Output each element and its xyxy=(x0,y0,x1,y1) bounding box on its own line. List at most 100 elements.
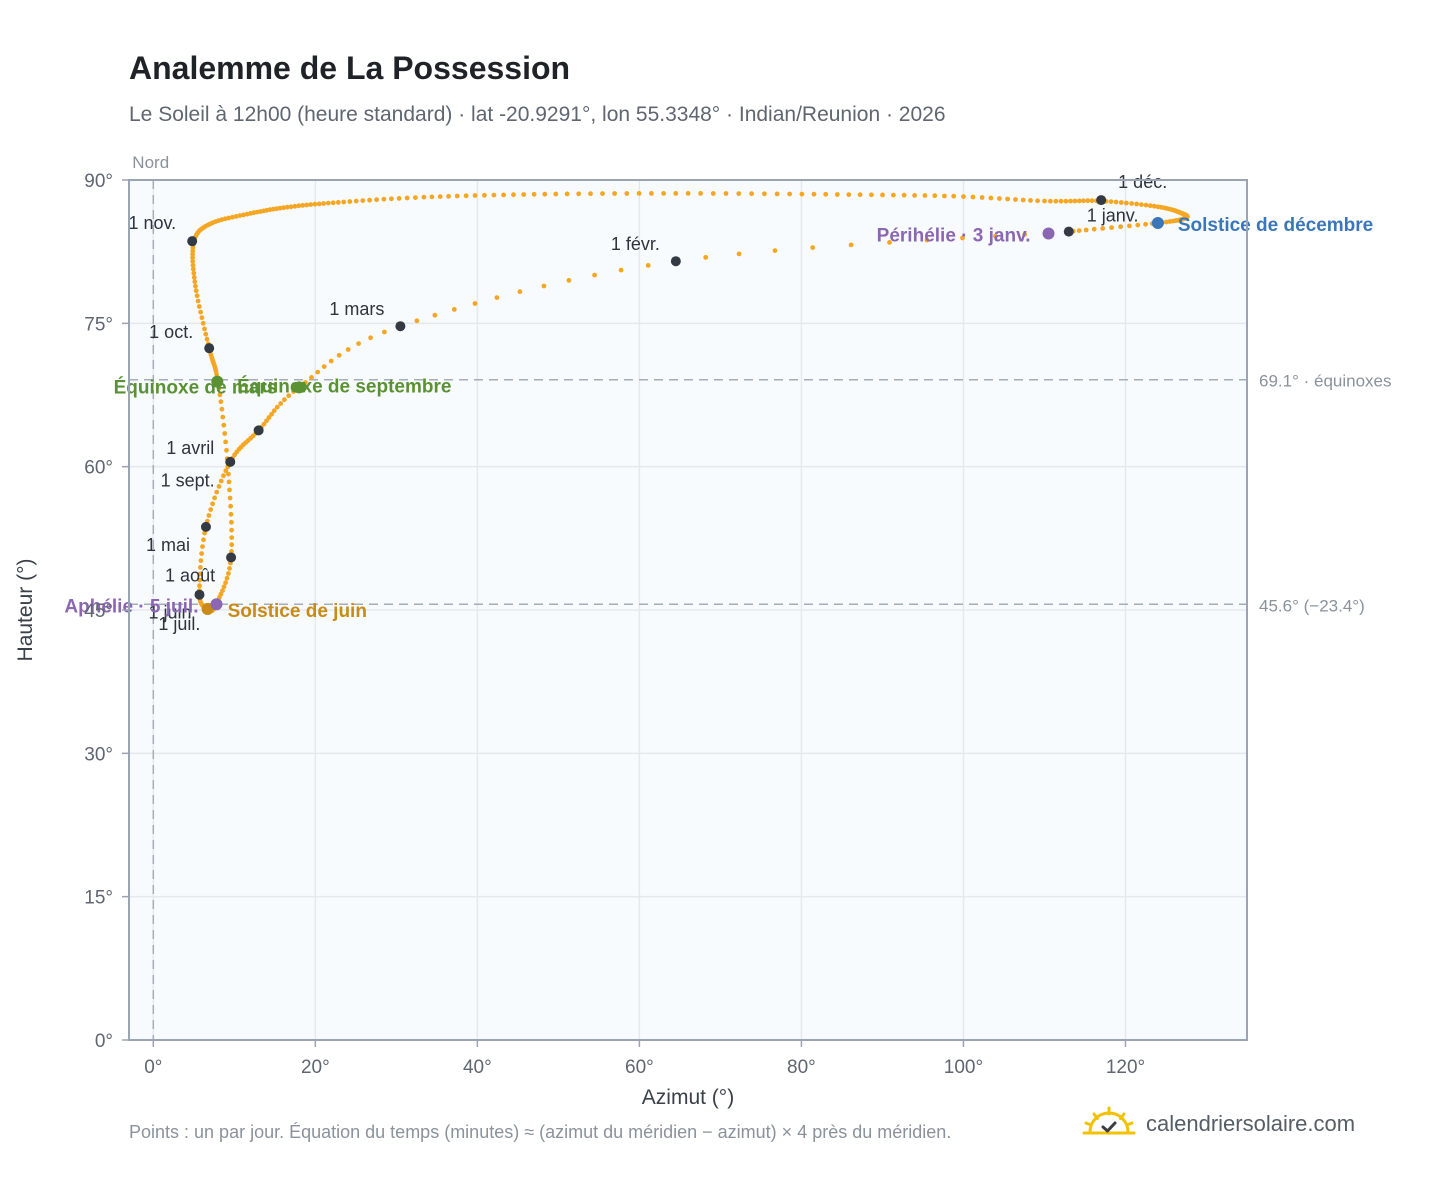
daily-sun-dot xyxy=(216,484,222,489)
daily-sun-dot xyxy=(1022,232,1028,237)
daily-sun-dot xyxy=(414,318,420,324)
daily-sun-dot xyxy=(501,192,506,198)
daily-sun-dot xyxy=(353,198,359,204)
daily-sun-dot xyxy=(228,503,234,509)
daily-sun-dot xyxy=(1134,201,1139,207)
daily-sun-dot xyxy=(208,507,214,512)
daily-sun-dot xyxy=(204,336,210,342)
daily-sun-dot xyxy=(223,468,229,474)
daily-sun-dot xyxy=(566,278,572,283)
daily-sun-dot xyxy=(321,364,327,369)
daily-sun-dot xyxy=(218,399,224,405)
daily-sun-dot xyxy=(202,326,207,332)
daily-sun-dot xyxy=(274,404,280,410)
footnote: Points : un par jour. Équation du temps … xyxy=(129,1122,952,1142)
chart-title: Analemme de La Possession xyxy=(129,50,571,86)
event-marker-label: Équinoxe de septembre xyxy=(237,375,451,397)
daily-sun-dot xyxy=(217,392,223,398)
daily-sun-dot xyxy=(198,565,203,570)
daily-sun-dot xyxy=(389,196,394,202)
daily-sun-dot xyxy=(1109,225,1114,231)
daily-sun-dot xyxy=(799,191,805,197)
daily-sun-dot xyxy=(736,251,742,257)
y-axis-ticks: 0° 15° 30° 45° 60° 75° 90° xyxy=(84,171,129,1052)
daily-sun-dot xyxy=(1063,198,1069,204)
brand-name: calendriersolaire.com xyxy=(1146,1111,1356,1136)
month-marker-dot xyxy=(187,236,198,247)
daily-sun-dot xyxy=(857,192,863,198)
event-marker-dot xyxy=(1151,217,1164,229)
daily-sun-dot xyxy=(195,298,201,304)
daily-sun-dot xyxy=(241,212,246,218)
daily-sun-dot xyxy=(226,471,231,477)
daily-sun-dot xyxy=(1135,222,1141,228)
daily-sun-dot xyxy=(553,191,559,197)
daily-sun-dot xyxy=(942,193,947,199)
daily-sun-dot xyxy=(300,203,306,208)
month-marker-label: 1 juin xyxy=(148,603,191,623)
daily-sun-dot xyxy=(880,192,885,198)
event-marker-label: Aphélie · 5 juil. xyxy=(64,596,198,617)
daily-sun-dot xyxy=(328,358,334,364)
daily-sun-dot xyxy=(432,312,438,318)
daily-sun-dot xyxy=(1020,197,1026,203)
month-marker-dot xyxy=(1096,195,1107,206)
daily-sun-dot xyxy=(891,192,896,198)
month-marker-label: 1 févr. xyxy=(611,234,660,254)
daily-sun-dot xyxy=(220,588,225,594)
event-marker-dot xyxy=(1042,227,1055,240)
daily-sun-dot xyxy=(325,200,331,206)
daily-sun-dot xyxy=(368,335,373,341)
brand[interactable]: calendriersolaire.com xyxy=(1082,1104,1355,1144)
daily-sun-dot xyxy=(787,191,792,197)
daily-sun-dot xyxy=(336,352,342,358)
daily-sun-dot xyxy=(961,194,966,200)
daily-sun-dot xyxy=(223,580,229,586)
daily-sun-dot xyxy=(190,262,196,268)
event-marker-label: Périhélie · 3 janv. xyxy=(877,226,1031,247)
daily-sun-dot xyxy=(321,201,326,206)
daily-sun-dot xyxy=(199,551,205,556)
y-tick-label: 45° xyxy=(84,601,113,622)
daily-sun-dot xyxy=(1113,199,1119,205)
month-marker-label: 1 janv. xyxy=(1087,206,1139,226)
daily-sun-dot xyxy=(1143,221,1148,227)
daily-sun-dot xyxy=(199,315,205,321)
daily-sun-dot xyxy=(206,513,212,518)
daily-sun-dot xyxy=(951,193,957,199)
daily-sun-dot xyxy=(673,191,679,196)
daily-sun-dot xyxy=(221,584,227,590)
daily-sun-dot xyxy=(218,478,224,484)
north-label: Nord xyxy=(132,153,169,172)
daily-sun-dot xyxy=(517,289,523,295)
daily-sun-dot xyxy=(1068,198,1073,204)
sun-checkmark-logo-icon xyxy=(1082,1106,1136,1135)
daily-sun-dot xyxy=(229,542,235,548)
daily-sun-dot xyxy=(531,191,537,197)
x-tick-label: 0° xyxy=(144,1057,162,1078)
daily-sun-dot xyxy=(1091,226,1097,232)
month-marker-label: 1 oct. xyxy=(149,322,193,342)
daily-sun-dot xyxy=(229,535,235,540)
y-tick-label: 30° xyxy=(84,744,113,765)
daily-sun-dot xyxy=(315,369,321,375)
daily-sun-dot xyxy=(278,401,284,406)
daily-sun-dot xyxy=(203,331,209,337)
daily-sun-dot xyxy=(198,309,204,315)
daily-sun-dot xyxy=(223,439,229,445)
daily-sun-dot xyxy=(282,397,287,403)
daily-sun-dot xyxy=(1100,226,1106,231)
daily-sun-dot xyxy=(226,479,232,485)
daily-sun-dot xyxy=(511,192,516,198)
daily-sun-dot xyxy=(848,242,854,248)
daily-sun-dot xyxy=(1053,198,1059,204)
daily-sun-dot xyxy=(774,191,780,197)
daily-sun-dot xyxy=(1028,198,1033,203)
daily-sun-dot xyxy=(190,255,196,261)
daily-sun-dot xyxy=(710,191,716,196)
daily-sun-dot xyxy=(1072,198,1078,204)
event-marker-dot xyxy=(293,381,306,394)
daily-sun-dot xyxy=(960,235,965,241)
daily-sun-dot xyxy=(1118,200,1124,205)
